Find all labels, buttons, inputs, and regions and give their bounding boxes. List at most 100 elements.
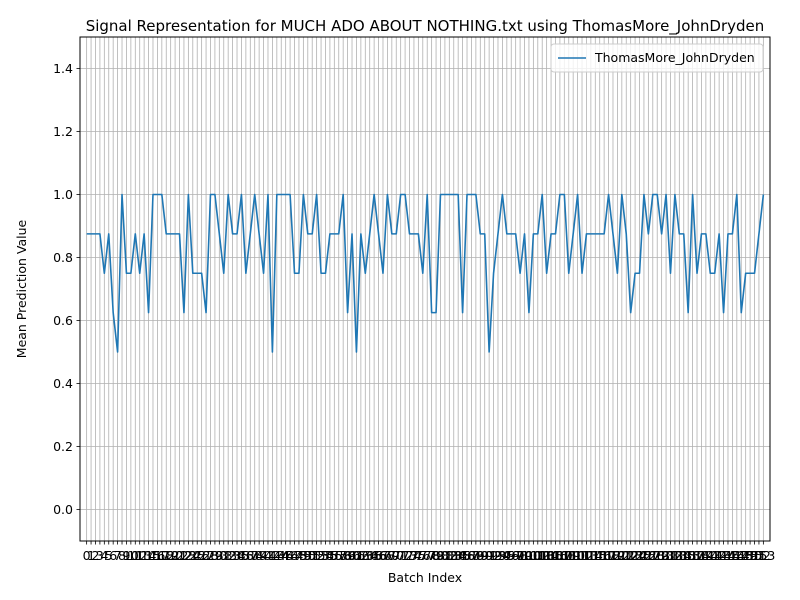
x-tick-label: 26 (194, 548, 210, 563)
x-tick-label: 95 (499, 548, 515, 563)
x-tick-label: 33 (225, 548, 241, 563)
y-tick-label: 0.0 (53, 502, 73, 517)
x-tick-label: 150 (738, 548, 762, 563)
x-tick-label: 5 (105, 548, 113, 563)
x-tick-label: 14 (141, 548, 157, 563)
x-tick-label: 67 (375, 548, 391, 563)
x-tick-label: 129 (645, 548, 669, 563)
x-tick-label: 58 (335, 548, 351, 563)
x-tick-label: 51 (304, 548, 320, 563)
x-tick-label: 75 (410, 548, 426, 563)
x-tick-label: 86 (459, 548, 475, 563)
x-tick-label: 77 (419, 548, 435, 563)
x-tick-label: 68 (379, 548, 395, 563)
x-tick-label: 73 (402, 548, 418, 563)
x-tick-label: 45 (278, 548, 294, 563)
x-tick-label: 100 (517, 548, 541, 563)
x-tick-label: 23 (180, 548, 196, 563)
x-tick-label: 1 (87, 548, 95, 563)
x-tick-label: 138 (685, 548, 709, 563)
x-tick-label: 131 (654, 548, 678, 563)
x-tick-label: 30 (211, 548, 227, 563)
x-tick-label: 11 (127, 548, 143, 563)
x-tick-label: 12 (132, 548, 148, 563)
x-tick-label: 96 (503, 548, 519, 563)
x-tick-label: 41 (260, 548, 276, 563)
x-tick-label: 25 (189, 548, 205, 563)
x-tick-label: 76 (415, 548, 431, 563)
x-tick-label: 93 (490, 548, 506, 563)
x-tick-label: 91 (481, 548, 497, 563)
x-tick-label: 141 (698, 548, 722, 563)
x-tick-label: 19 (163, 548, 179, 563)
x-tick-label: 80 (433, 548, 449, 563)
x-tick-label: 97 (508, 548, 524, 563)
x-tick-label: 153 (751, 548, 775, 563)
x-tick-label: 84 (450, 548, 466, 563)
x-grid (86, 37, 764, 541)
y-tick-label: 1.0 (53, 187, 73, 202)
x-axis-label: Batch Index (388, 570, 462, 585)
x-tick-label: 6 (109, 548, 117, 563)
x-tick-label: 105 (539, 548, 563, 563)
x-tick-label: 62 (353, 548, 369, 563)
x-tick-label: 66 (371, 548, 387, 563)
x-tick-label: 59 (340, 548, 356, 563)
x-tick-label: 40 (256, 548, 272, 563)
x-tick-label: 35 (233, 548, 249, 563)
x-tick-label: 87 (463, 548, 479, 563)
x-tick-label: 4 (100, 548, 108, 563)
x-tick-label: 99 (517, 548, 533, 563)
x-tick-label: 3 (96, 548, 104, 563)
y-tick-label: 0.4 (53, 376, 73, 391)
x-tick-label: 8 (118, 548, 126, 563)
x-tick-label: 82 (441, 548, 457, 563)
x-tick-label: 143 (707, 548, 731, 563)
x-tick-label: 54 (318, 548, 334, 563)
x-axis-ticks: 0123456789101112131415161718192021222324… (83, 541, 775, 563)
x-tick-label: 135 (672, 548, 696, 563)
x-tick-label: 137 (681, 548, 705, 563)
x-tick-label: 38 (247, 548, 263, 563)
x-tick-label: 7 (114, 548, 122, 563)
x-tick-label: 15 (145, 548, 161, 563)
x-tick-label: 107 (548, 548, 572, 563)
x-tick-label: 78 (424, 548, 440, 563)
x-tick-label: 53 (313, 548, 329, 563)
x-tick-label: 125 (628, 548, 652, 563)
x-tick-label: 83 (446, 548, 462, 563)
x-tick-label: 113 (575, 548, 599, 563)
x-tick-label: 85 (455, 548, 471, 563)
x-tick-label: 48 (291, 548, 307, 563)
x-tick-label: 46 (282, 548, 298, 563)
x-tick-label: 152 (747, 548, 771, 563)
x-tick-label: 109 (557, 548, 581, 563)
x-tick-label: 102 (526, 548, 550, 563)
x-tick-label: 144 (712, 548, 736, 563)
x-tick-label: 148 (729, 548, 753, 563)
x-tick-label: 98 (512, 548, 528, 563)
y-axis-ticks: 0.0 0.2 0.4 0.6 0.8 1.0 1.2 1.4 (53, 61, 80, 517)
x-tick-label: 114 (579, 548, 603, 563)
legend-entry-label: ThomasMore_JohnDryden (594, 50, 755, 65)
x-tick-label: 57 (331, 548, 347, 563)
x-tick-label: 74 (406, 548, 422, 563)
x-tick-label: 64 (362, 548, 378, 563)
y-tick-label: 1.2 (53, 124, 73, 139)
x-tick-label: 61 (348, 548, 364, 563)
x-tick-label: 116 (588, 548, 612, 563)
x-tick-label: 13 (136, 548, 152, 563)
series-line-thomasmore-johndryden (86, 193, 765, 353)
x-tick-label: 18 (158, 548, 174, 563)
x-tick-label: 37 (242, 548, 258, 563)
x-tick-label: 117 (592, 548, 616, 563)
x-tick-label: 69 (384, 548, 400, 563)
x-tick-label: 127 (636, 548, 660, 563)
x-tick-label: 71 (393, 548, 409, 563)
x-tick-label: 43 (269, 548, 285, 563)
x-tick-label: 39 (251, 548, 267, 563)
x-tick-label: 36 (238, 548, 254, 563)
x-tick-label: 147 (725, 548, 749, 563)
